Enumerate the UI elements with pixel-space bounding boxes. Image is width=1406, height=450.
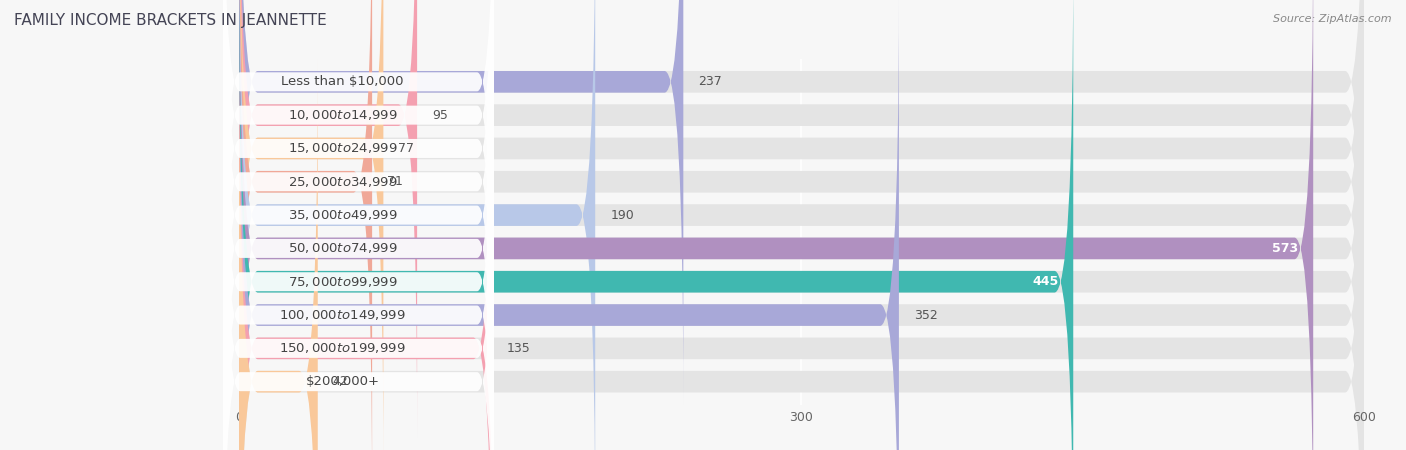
FancyBboxPatch shape	[239, 26, 492, 450]
FancyBboxPatch shape	[239, 0, 1364, 437]
FancyBboxPatch shape	[239, 0, 1364, 450]
Text: 71: 71	[387, 175, 404, 188]
Text: Source: ZipAtlas.com: Source: ZipAtlas.com	[1274, 14, 1392, 23]
Text: $10,000 to $14,999: $10,000 to $14,999	[288, 108, 398, 122]
FancyBboxPatch shape	[239, 26, 1364, 450]
FancyBboxPatch shape	[224, 91, 494, 450]
Text: $75,000 to $99,999: $75,000 to $99,999	[288, 275, 398, 289]
Text: $100,000 to $149,999: $100,000 to $149,999	[280, 308, 406, 322]
FancyBboxPatch shape	[224, 0, 494, 372]
Text: 95: 95	[432, 108, 449, 122]
FancyBboxPatch shape	[224, 58, 494, 450]
FancyBboxPatch shape	[239, 59, 318, 450]
FancyBboxPatch shape	[239, 0, 384, 450]
FancyBboxPatch shape	[239, 0, 418, 437]
Text: 77: 77	[398, 142, 415, 155]
Text: FAMILY INCOME BRACKETS IN JEANNETTE: FAMILY INCOME BRACKETS IN JEANNETTE	[14, 14, 326, 28]
FancyBboxPatch shape	[239, 0, 1364, 450]
FancyBboxPatch shape	[224, 0, 494, 439]
Text: 445: 445	[1032, 275, 1059, 288]
FancyBboxPatch shape	[239, 0, 1364, 450]
Text: $150,000 to $199,999: $150,000 to $199,999	[280, 342, 406, 356]
FancyBboxPatch shape	[239, 0, 373, 450]
Text: Less than $10,000: Less than $10,000	[281, 75, 404, 88]
Text: 135: 135	[508, 342, 531, 355]
Text: $25,000 to $34,999: $25,000 to $34,999	[288, 175, 398, 189]
Text: 190: 190	[610, 209, 634, 221]
FancyBboxPatch shape	[239, 0, 1364, 450]
FancyBboxPatch shape	[239, 0, 683, 404]
Text: $35,000 to $49,999: $35,000 to $49,999	[288, 208, 398, 222]
Text: $50,000 to $74,999: $50,000 to $74,999	[288, 241, 398, 256]
FancyBboxPatch shape	[239, 0, 898, 450]
FancyBboxPatch shape	[224, 0, 494, 450]
Text: 352: 352	[914, 309, 938, 322]
Text: 42: 42	[333, 375, 349, 388]
Text: $200,000+: $200,000+	[305, 375, 380, 388]
FancyBboxPatch shape	[224, 0, 494, 450]
FancyBboxPatch shape	[239, 0, 1364, 450]
Text: 573: 573	[1272, 242, 1298, 255]
FancyBboxPatch shape	[239, 0, 1364, 404]
Text: $15,000 to $24,999: $15,000 to $24,999	[288, 141, 398, 155]
FancyBboxPatch shape	[224, 0, 494, 405]
FancyBboxPatch shape	[239, 0, 595, 450]
FancyBboxPatch shape	[239, 0, 1073, 450]
FancyBboxPatch shape	[224, 0, 494, 450]
FancyBboxPatch shape	[224, 0, 494, 450]
Text: 237: 237	[699, 75, 723, 88]
FancyBboxPatch shape	[239, 0, 1313, 450]
FancyBboxPatch shape	[239, 0, 1364, 450]
FancyBboxPatch shape	[239, 59, 1364, 450]
FancyBboxPatch shape	[224, 25, 494, 450]
